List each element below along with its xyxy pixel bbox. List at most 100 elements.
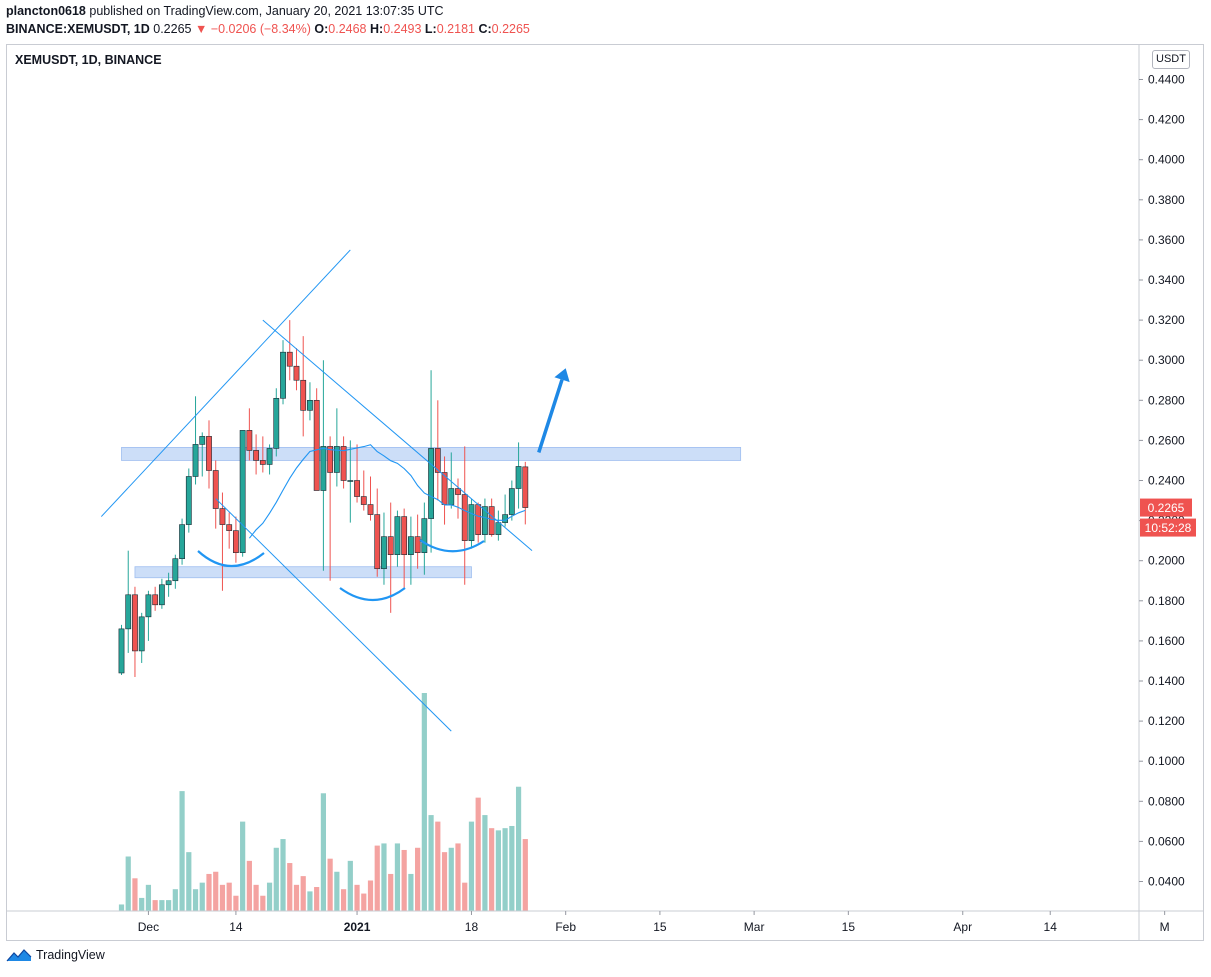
footer-brand[interactable]: TradingView [36,948,105,962]
candle-body [206,436,212,471]
candle-body [152,594,159,606]
x-tick-label: 2021 [344,920,371,934]
candle-body [448,488,455,505]
candle-body [158,584,165,606]
volume-bar [253,884,259,911]
volume-bar [441,852,448,911]
y-tick-label: 0.2800 [1148,393,1185,407]
candle-body [280,351,286,399]
volume-bar [522,839,528,911]
volume-bar [179,791,185,911]
low-label: L: [424,22,437,36]
volume-bar [401,849,407,911]
volume-bar [118,904,125,911]
high-value: 0.2493 [383,22,422,36]
candle-body [508,488,515,515]
publish-info: published on TradingView.com, January 20… [89,4,444,18]
candle-body [286,351,293,367]
candle-body [246,430,253,451]
open-value: 0.2468 [328,22,367,36]
volume-bar [489,828,495,911]
currency-selector[interactable]: USDT [1152,50,1190,69]
y-tick-label: 0.4200 [1148,113,1185,127]
volume-bar [361,893,367,911]
volume-bar [166,900,172,911]
volume-bar [199,882,205,911]
candle-body [340,446,347,481]
channel-lower-line [215,498,452,732]
close-value: 0.2265 [491,22,530,36]
candle-body [145,594,152,618]
volume-bar [213,871,219,911]
y-tick-label: 0.3200 [1148,313,1185,327]
candle-body [259,460,266,465]
candle-body [475,504,482,535]
candle-body [185,476,192,525]
x-tick-label: 14 [229,920,243,934]
volume-bar [266,882,273,911]
volume-bar [273,847,279,911]
candle-body [360,496,367,505]
volume-bar [475,797,481,911]
channel-upper-line [100,249,351,517]
volume-bar [327,858,333,911]
volume-bar [206,873,212,911]
candle-body [125,594,132,630]
x-tick-label: M [1160,920,1170,934]
x-tick-label: 15 [842,920,856,934]
candle-body [253,450,259,461]
candle-body [219,508,226,525]
author-name[interactable]: plancton0618 [6,4,86,18]
last-price-badge [1140,498,1192,517]
y-tick-label: 0.4000 [1148,153,1185,167]
volume-bar [300,876,306,911]
chart-frame [6,44,1204,941]
candle-body [421,518,428,553]
volume-bar [314,887,320,911]
y-tick-label: 0.3000 [1148,353,1185,367]
volume-bar [246,860,252,911]
volume-bar [152,900,158,911]
candle-body [381,536,387,570]
candle-body [482,506,488,535]
candle-body [495,522,502,535]
publish-header: plancton0618 published on TradingView.co… [6,4,444,18]
tradingview-logo-icon [6,949,32,962]
y-tick-label: 0.2000 [1148,554,1185,568]
candle-body [455,488,461,495]
volume-bar [388,873,394,911]
volume-bar [468,821,475,911]
y-tick-label: 0.0400 [1148,875,1185,889]
candle-body [165,580,172,586]
candle-body [118,628,125,674]
candle-body [320,446,327,491]
open-label: O: [314,22,329,36]
symbol-line: BINANCE:XEMUSDT, 1D [6,22,150,36]
last-price-badge-label: 0.2265 [1148,501,1185,515]
candle-body [515,466,522,489]
volume-bar [502,828,508,911]
candle-body [468,504,475,541]
price-pane [100,249,742,911]
volume-bar [462,882,468,911]
countdown-badge-label: 10:52:28 [1145,521,1192,535]
wedge-upper-line [262,319,533,552]
volume-bar [280,839,286,911]
volume-bar [334,871,340,911]
y-tick-label: 0.0600 [1148,834,1185,848]
candle-body [414,536,421,553]
countdown-badge [1140,518,1196,537]
candle-body [522,466,529,508]
volume-bar [186,852,192,911]
candle-body [434,448,441,473]
volume-bar [455,843,461,911]
volume-bar [219,884,226,911]
volume-bar [374,845,380,911]
y-tick-label: 0.1000 [1148,754,1185,768]
volume-bar [495,830,501,911]
volume-bar [408,873,414,911]
candle-body [233,530,239,553]
candle-body [273,397,280,449]
volume-bar [354,884,360,911]
